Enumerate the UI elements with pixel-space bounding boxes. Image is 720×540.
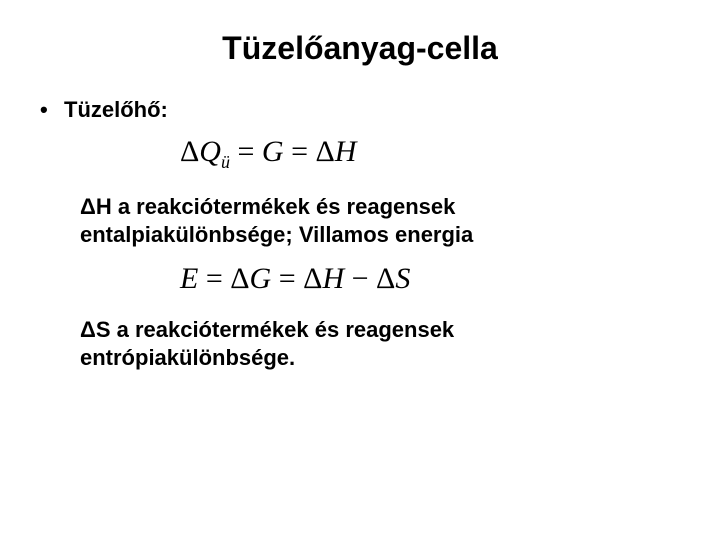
slide: Tüzelőanyag-cella • Tüzelőhő: ΔQü = G = …	[0, 0, 720, 540]
slide-title: Tüzelőanyag-cella	[40, 30, 680, 67]
bullet-label: Tüzelőhő:	[64, 97, 168, 123]
paragraph-2: ΔS a reakciótermékek és reagensek entróp…	[80, 316, 640, 371]
equation-2: E = ΔG = ΔH − ΔS	[180, 262, 680, 296]
equation-1: ΔQü = G = ΔH	[180, 135, 680, 173]
bullet-marker: •	[40, 97, 64, 123]
paragraph-1: ΔH a reakciótermékek és reagensek entalp…	[80, 193, 640, 248]
bullet-row: • Tüzelőhő:	[40, 97, 680, 123]
